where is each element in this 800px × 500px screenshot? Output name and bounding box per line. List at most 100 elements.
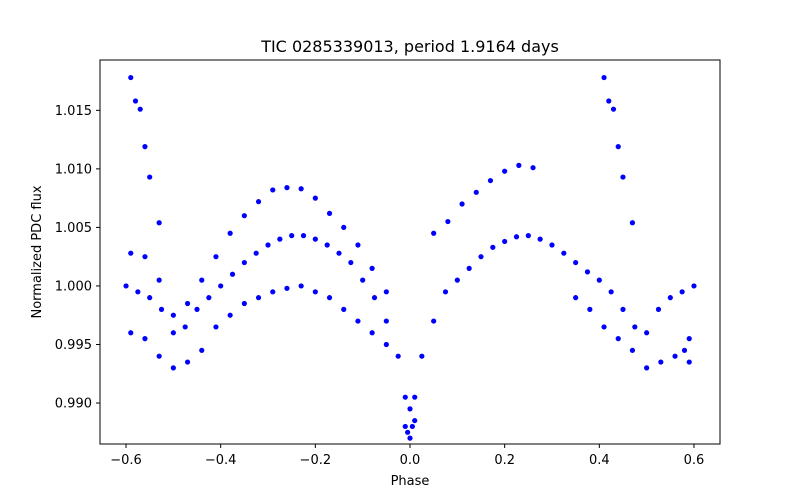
- data-point: [610, 106, 617, 112]
- data-point: [229, 271, 236, 277]
- data-point: [608, 289, 614, 295]
- data-point: [412, 394, 418, 400]
- data-point: [170, 312, 176, 318]
- data-point: [679, 289, 685, 295]
- data-point: [431, 230, 437, 236]
- data-point: [147, 174, 153, 180]
- data-point: [644, 365, 650, 371]
- data-point: [502, 238, 508, 245]
- data-point: [445, 218, 451, 225]
- data-point: [147, 295, 153, 301]
- data-point: [336, 250, 342, 256]
- y-tick-label: 1.000: [55, 279, 92, 294]
- data-point: [615, 336, 621, 342]
- data-point: [182, 324, 188, 330]
- data-point: [128, 330, 134, 336]
- data-point: [284, 285, 290, 291]
- data-point: [312, 195, 318, 201]
- data-point: [326, 210, 333, 216]
- data-point: [128, 74, 134, 81]
- plot-frame: [99, 59, 721, 445]
- data-point: [326, 295, 333, 301]
- data-point: [407, 406, 413, 412]
- data-point: [459, 201, 465, 207]
- data-point: [466, 265, 472, 271]
- data-point: [442, 289, 449, 295]
- data-point: [644, 330, 650, 336]
- data-point: [341, 224, 347, 231]
- data-point: [277, 236, 283, 242]
- data-point: [412, 417, 418, 424]
- data-point: [142, 254, 148, 260]
- data-point: [241, 213, 247, 219]
- y-tick-label: 1.015: [55, 104, 92, 119]
- data-point: [402, 423, 408, 430]
- data-point: [298, 283, 304, 289]
- data-point: [573, 295, 579, 301]
- data-point: [502, 168, 508, 174]
- data-point: [137, 106, 143, 112]
- data-point: [606, 98, 612, 104]
- data-point: [587, 306, 593, 312]
- data-point: [255, 295, 262, 301]
- data-point: [156, 353, 162, 359]
- data-point: [355, 318, 361, 324]
- data-point: [135, 289, 141, 295]
- data-point: [199, 277, 205, 283]
- x-axis: −0.6 −0.4 −0.2 0.0 0.2 0.4 0.6: [110, 444, 704, 468]
- data-point: [206, 295, 212, 301]
- data-point: [128, 250, 134, 256]
- data-point: [371, 295, 378, 301]
- data-point: [213, 254, 219, 260]
- data-point: [284, 185, 290, 191]
- data-point: [383, 318, 389, 324]
- data-point: [516, 162, 522, 168]
- data-point: [199, 347, 205, 353]
- points-layer: [123, 74, 697, 441]
- data-point: [355, 242, 361, 248]
- data-point: [658, 359, 664, 365]
- data-point: [255, 199, 262, 205]
- data-point: [369, 265, 375, 271]
- y-tick-label: 1.010: [55, 162, 92, 177]
- data-point: [513, 234, 520, 240]
- y-axis-label: Normalized PDC flux: [30, 185, 45, 318]
- data-point: [473, 189, 479, 195]
- data-point: [629, 220, 636, 226]
- data-point: [324, 242, 330, 248]
- data-point: [395, 353, 401, 359]
- data-point: [686, 359, 692, 365]
- data-point: [265, 242, 271, 248]
- data-point: [478, 254, 484, 260]
- data-point: [341, 306, 347, 312]
- data-point: [407, 435, 413, 441]
- data-point: [184, 359, 191, 365]
- x-tick-label: 0.2: [494, 453, 515, 468]
- data-point: [158, 306, 165, 312]
- data-point: [584, 269, 591, 275]
- data-point: [686, 336, 692, 342]
- x-tick-label: 0.0: [400, 453, 421, 468]
- data-point: [419, 353, 425, 359]
- data-point: [253, 250, 259, 256]
- data-point: [270, 187, 276, 193]
- data-point: [681, 347, 688, 353]
- y-tick-label: 1.005: [55, 221, 92, 236]
- data-point: [300, 233, 307, 239]
- data-point: [227, 230, 233, 236]
- data-point: [241, 300, 247, 307]
- x-tick-label: −0.6: [110, 453, 142, 468]
- y-axis: 0.990 0.995 1.000 1.005 1.010 1.015: [55, 104, 100, 412]
- x-tick-label: 0.4: [589, 453, 610, 468]
- chart-title: TIC 0285339013, period 1.9164 days: [260, 37, 559, 56]
- data-point: [405, 429, 411, 435]
- data-point: [194, 306, 200, 312]
- data-point: [312, 289, 318, 295]
- data-point: [549, 242, 555, 248]
- data-point: [672, 353, 678, 359]
- data-point: [184, 300, 191, 307]
- y-tick-label: 0.995: [55, 338, 92, 353]
- data-point: [383, 289, 389, 295]
- data-point: [409, 423, 415, 430]
